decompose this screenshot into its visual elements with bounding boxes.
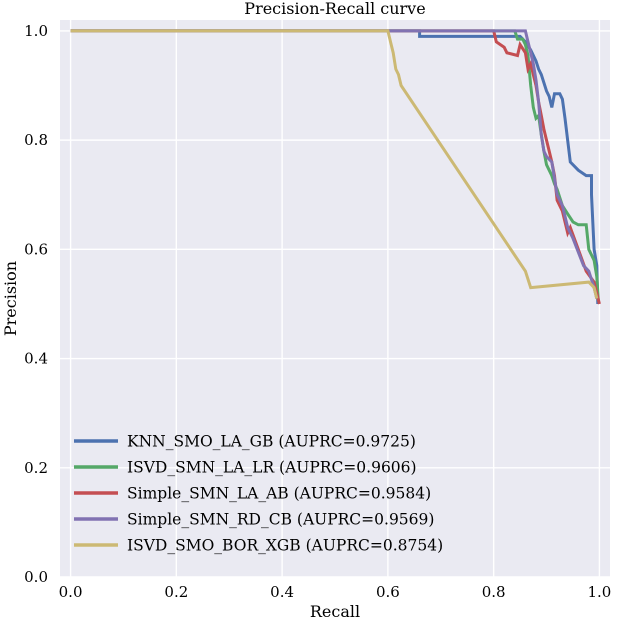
grid-lines: [60, 20, 610, 578]
y-tick-label: 1.0: [24, 22, 48, 40]
y-tick-label: 0.4: [24, 350, 48, 368]
x-tick-label: 0.8: [482, 583, 506, 601]
series-line-1: [70, 29, 600, 302]
x-tick-label: 0.2: [164, 583, 188, 601]
tick-labels: 0.0 0.2 0.4 0.6 0.8 1.0 0.0 0.2 0.4 0.6 0.8 1.0: [24, 22, 611, 601]
y-tick-label: 0.0: [24, 568, 48, 586]
legend-item: ISVD_SMO_BOR_XGB (AUPRC=0.8754): [74, 537, 443, 555]
x-tick-label: 0.4: [270, 583, 294, 601]
x-tick-label: 1.0: [587, 583, 611, 601]
y-tick-label: 0.2: [24, 459, 48, 477]
y-tick-label: 0.8: [24, 131, 48, 149]
series-line-3: [70, 29, 599, 299]
legend-label: Simple_SMN_LA_AB (AUPRC=0.9584): [127, 485, 431, 503]
legend-label: KNN_SMO_LA_GB (AUPRC=0.9725): [127, 433, 416, 451]
series-lines: [70, 29, 601, 305]
series-line-4: [70, 29, 599, 299]
y-tick-label: 0.6: [24, 240, 48, 258]
x-axis-title: Recall: [310, 602, 360, 620]
legend-item: ISVD_SMN_LA_LR (AUPRC=0.9606): [74, 459, 417, 477]
x-tick-label: 0.6: [376, 583, 400, 601]
y-axis-title: Precision: [1, 261, 20, 336]
legend-item: Simple_SMN_RD_CB (AUPRC=0.9569): [74, 511, 434, 529]
plot-area: [60, 20, 610, 577]
chart-title: Precision-Recall curve: [244, 0, 425, 18]
legend: KNN_SMO_LA_GB (AUPRC=0.9725) ISVD_SMN_LA_…: [74, 433, 443, 555]
legend-item: KNN_SMO_LA_GB (AUPRC=0.9725): [74, 433, 416, 451]
legend-label: Simple_SMN_RD_CB (AUPRC=0.9569): [127, 511, 434, 529]
legend-label: ISVD_SMN_LA_LR (AUPRC=0.9606): [127, 459, 417, 477]
legend-label: ISVD_SMO_BOR_XGB (AUPRC=0.8754): [127, 537, 443, 555]
legend-item: Simple_SMN_LA_AB (AUPRC=0.9584): [74, 485, 431, 503]
x-tick-label: 0.0: [59, 583, 83, 601]
